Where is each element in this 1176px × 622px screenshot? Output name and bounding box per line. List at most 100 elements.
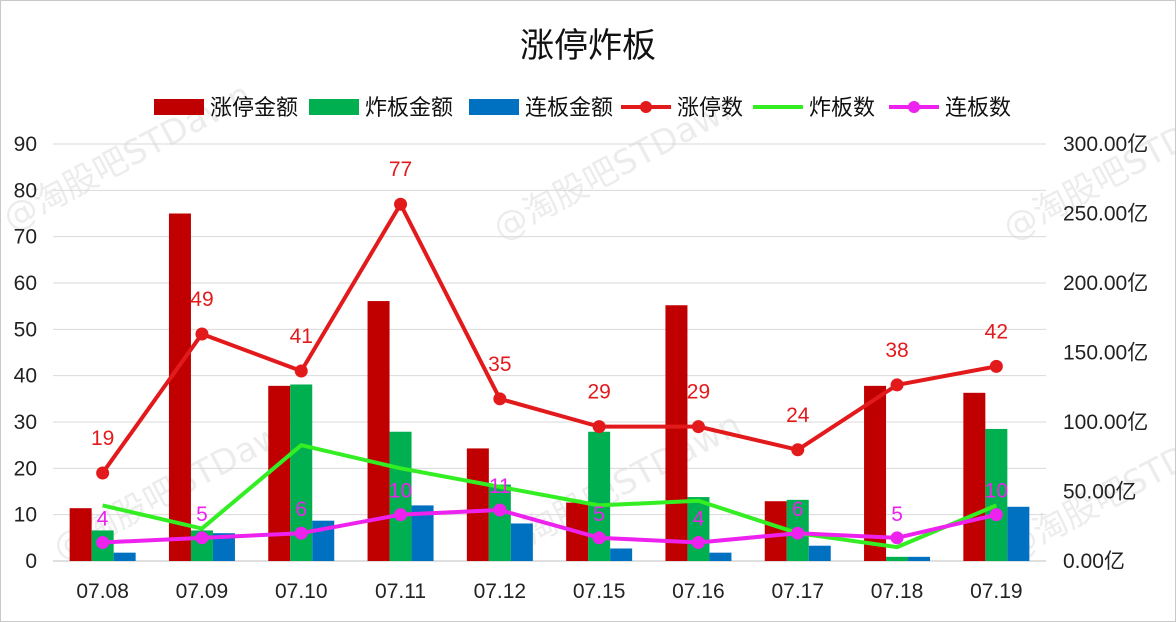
- bar: [886, 556, 909, 561]
- legend-swatch: [309, 99, 359, 115]
- data-point: [592, 531, 606, 545]
- legend-label: 连板数: [945, 96, 1011, 121]
- y-left-tick-label: 0: [25, 550, 37, 573]
- data-label: 29: [587, 381, 610, 404]
- legend-label: 炸板金额: [365, 96, 453, 121]
- bar: [488, 484, 511, 561]
- data-label: 6: [792, 498, 804, 521]
- x-tick-label: 07.12: [474, 580, 527, 603]
- bar: [168, 213, 191, 561]
- bar: [764, 501, 787, 561]
- y-right-tick-label: 300.00亿: [1063, 133, 1148, 156]
- data-point: [890, 531, 904, 545]
- y-left-tick-label: 40: [14, 365, 37, 388]
- data-label: 49: [190, 288, 213, 311]
- bar: [212, 533, 235, 561]
- series-line: [102, 508, 997, 545]
- data-point: [890, 378, 904, 392]
- bar: [290, 384, 313, 561]
- y-left-tick-label: 50: [14, 318, 37, 341]
- data-point: [493, 503, 507, 517]
- data-point: [96, 466, 110, 480]
- data-label: 11: [489, 475, 511, 498]
- legend-item: 连板金额: [469, 96, 613, 121]
- x-tick-label: 07.11: [375, 580, 426, 603]
- x-tick-label: 07.15: [573, 580, 626, 603]
- data-label: 10: [985, 480, 1008, 503]
- data-label: 35: [488, 353, 511, 376]
- legend-item: 连板数: [889, 96, 1011, 121]
- data-point: [195, 327, 209, 341]
- data-label: 29: [687, 381, 710, 404]
- bar: [466, 448, 489, 561]
- data-point: [791, 526, 805, 540]
- bar: [510, 523, 533, 561]
- legend-label: 涨停金额: [210, 96, 298, 121]
- chart-title: 涨停炸板: [520, 26, 656, 66]
- y-left-tick-label: 70: [14, 226, 37, 249]
- data-label: 6: [295, 498, 307, 521]
- legend-swatch: [154, 99, 204, 115]
- bar: [69, 508, 92, 561]
- data-point: [592, 420, 606, 434]
- x-tick-label: 07.19: [970, 580, 1023, 603]
- legend-item: 涨停数: [621, 96, 743, 121]
- data-label: 5: [891, 503, 903, 526]
- x-tick-label: 07.09: [176, 580, 229, 603]
- data-point: [493, 392, 507, 406]
- y-left-tick-label: 60: [14, 272, 37, 295]
- legend-marker: [908, 101, 920, 113]
- y-right-tick-label: 150.00亿: [1063, 342, 1148, 365]
- data-label: 19: [91, 427, 114, 450]
- data-point: [394, 508, 408, 522]
- data-point: [96, 535, 110, 549]
- bar: [985, 428, 1008, 561]
- legend-item: 炸板金额: [309, 96, 453, 121]
- bar: [808, 545, 831, 561]
- bar: [588, 431, 611, 561]
- data-point: [294, 526, 308, 540]
- series-line: [101, 202, 997, 475]
- data-point: [989, 508, 1003, 522]
- x-tick-label: 07.10: [275, 580, 328, 603]
- data-label: 4: [97, 507, 109, 530]
- data-label: 41: [290, 325, 313, 348]
- data-label: 5: [196, 503, 208, 526]
- data-point: [294, 364, 308, 378]
- x-tick-label: 07.08: [76, 580, 129, 603]
- data-label: 42: [985, 320, 1008, 343]
- bar: [908, 556, 931, 561]
- series-line: [102, 443, 998, 550]
- data-label: 38: [885, 339, 908, 362]
- bar: [665, 305, 688, 561]
- bar: [268, 385, 291, 561]
- legend-swatch: [469, 99, 519, 115]
- bar: [709, 552, 732, 561]
- y-left-tick-label: 20: [14, 457, 37, 480]
- data-point: [791, 443, 805, 457]
- legend-item: 炸板数: [753, 96, 875, 121]
- y-left-tick-label: 30: [14, 411, 37, 434]
- y-right-tick-label: 200.00亿: [1063, 272, 1148, 295]
- data-label: 4: [693, 507, 705, 530]
- bar: [411, 505, 434, 561]
- y-left-tick-label: 10: [14, 504, 37, 527]
- data-label: 10: [389, 480, 412, 503]
- bar: [367, 301, 390, 561]
- y-left-tick-label: 80: [14, 179, 37, 202]
- y-right-tick-label: 250.00亿: [1063, 203, 1148, 226]
- bar: [113, 552, 136, 561]
- bar: [389, 431, 412, 561]
- legend-label: 涨停数: [677, 96, 743, 121]
- data-point: [691, 535, 705, 549]
- x-tick-label: 07.17: [771, 580, 824, 603]
- legend-item: 涨停金额: [154, 96, 298, 121]
- legend-label: 连板金额: [525, 96, 613, 121]
- data-point: [394, 197, 408, 211]
- data-label: 5: [593, 503, 605, 526]
- bar: [610, 548, 633, 561]
- y-right-tick-label: 0.00亿: [1063, 550, 1125, 573]
- data-point: [195, 531, 209, 545]
